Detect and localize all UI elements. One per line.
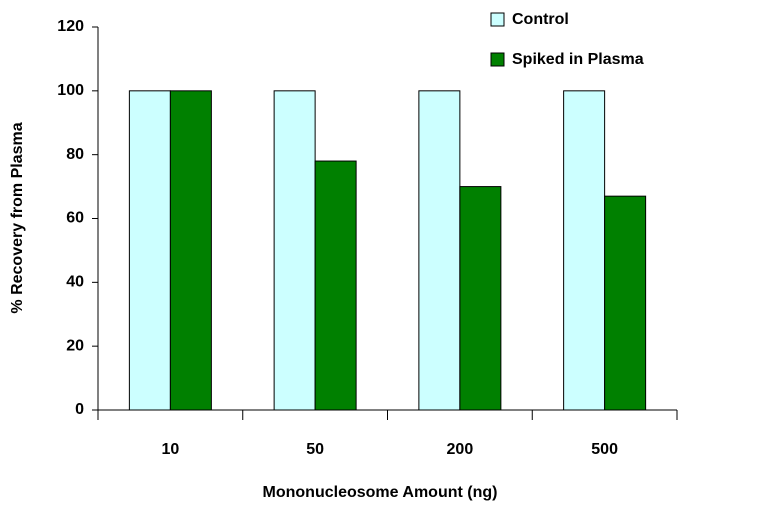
- legend-label: Spiked in Plasma: [512, 51, 644, 68]
- bar: [604, 195, 647, 411]
- y-tick-label: 40: [66, 274, 84, 291]
- x-tick-label: 10: [161, 441, 179, 458]
- y-tick-label: 60: [66, 210, 84, 227]
- bar: [273, 90, 316, 411]
- y-tick-label: 20: [66, 337, 84, 354]
- x-axis-title: Mononucleosome Amount (ng): [263, 484, 498, 501]
- bar: [418, 90, 461, 411]
- y-tick-label: 0: [75, 401, 84, 418]
- bar: [459, 186, 502, 411]
- bar: [128, 90, 171, 411]
- x-tick-label: 200: [447, 441, 474, 458]
- legend-label: Control: [512, 11, 569, 28]
- x-tick-label: 500: [591, 441, 618, 458]
- y-tick-label: 100: [57, 82, 84, 99]
- x-tick-label: 50: [306, 441, 324, 458]
- bar: [314, 160, 357, 411]
- y-tick-label: 120: [57, 18, 84, 35]
- y-axis-title: % Recovery from Plasma: [9, 122, 26, 313]
- bar: [563, 90, 606, 411]
- legend-swatch: [490, 12, 505, 27]
- legend-swatch: [490, 52, 505, 67]
- bar: [169, 90, 212, 411]
- y-tick-label: 80: [66, 146, 84, 163]
